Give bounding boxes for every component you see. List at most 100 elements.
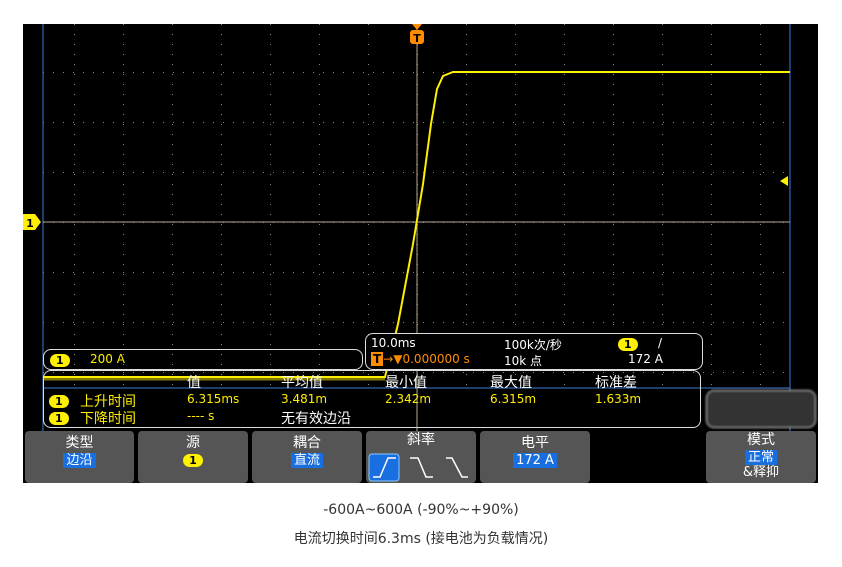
grid-dot bbox=[74, 174, 75, 175]
grid-dot bbox=[662, 34, 663, 35]
grid-dot bbox=[123, 114, 124, 115]
grid-dot bbox=[172, 64, 173, 65]
grid-dot bbox=[193, 272, 194, 273]
grid-dot bbox=[763, 272, 764, 273]
grid-dot bbox=[403, 122, 404, 123]
grid-dot bbox=[613, 384, 614, 385]
measurement-panel[interactable]: 值 平均值 最小值 最大值 标准差 1 上升时间 6.315ms 3.481m … bbox=[43, 370, 701, 428]
grid-dot bbox=[73, 72, 74, 73]
grid-dot bbox=[760, 284, 761, 285]
grid-dot bbox=[760, 304, 761, 305]
grid-dot bbox=[113, 72, 114, 73]
grid-dot bbox=[543, 172, 544, 173]
grid-dot bbox=[173, 122, 174, 123]
grid-dot bbox=[760, 174, 761, 175]
grid-dot bbox=[613, 314, 614, 315]
grid-dot bbox=[413, 72, 414, 73]
grid-dot bbox=[343, 72, 344, 73]
grid-dot bbox=[113, 122, 114, 123]
grid-dot bbox=[303, 272, 304, 273]
grid-dot bbox=[123, 254, 124, 255]
grid-dot bbox=[466, 64, 467, 65]
grid-dot bbox=[83, 122, 84, 123]
grid-dot bbox=[613, 164, 614, 165]
grid-dot bbox=[74, 104, 75, 105]
graticule bbox=[43, 24, 784, 385]
grid-dot bbox=[593, 172, 594, 173]
grid-dot bbox=[368, 314, 369, 315]
grid-dot bbox=[203, 372, 204, 373]
grid-dot bbox=[270, 364, 271, 365]
softkey-mode[interactable]: 模式 正常 &释抑 bbox=[706, 431, 816, 483]
grid-dot bbox=[515, 194, 516, 195]
grid-dot bbox=[74, 84, 75, 85]
grid-dot bbox=[783, 272, 784, 273]
grid-dot bbox=[319, 94, 320, 95]
grid-dot bbox=[243, 272, 244, 273]
grid-dot bbox=[711, 174, 712, 175]
grid-dot bbox=[443, 72, 444, 73]
channel-info-box[interactable]: 1 200 A bbox=[43, 349, 363, 370]
grid-dot bbox=[403, 372, 404, 373]
grid-dot bbox=[515, 54, 516, 55]
grid-dot bbox=[74, 264, 75, 265]
grid-dot bbox=[613, 54, 614, 55]
grid-dot bbox=[564, 324, 565, 325]
grid-dot bbox=[213, 272, 214, 273]
grid-dot bbox=[221, 74, 222, 75]
grid-dot bbox=[760, 334, 761, 335]
grid-dot bbox=[773, 372, 774, 373]
grid-dot bbox=[319, 364, 320, 365]
grid-dot bbox=[263, 172, 264, 173]
grid-dot bbox=[613, 154, 614, 155]
grid-dot bbox=[368, 324, 369, 325]
grid-dot bbox=[662, 74, 663, 75]
grid-dot bbox=[293, 172, 294, 173]
softkey-type[interactable]: 类型 边沿 bbox=[25, 431, 134, 483]
grid-dot bbox=[760, 224, 761, 225]
softkey-coupling[interactable]: 耦合 直流 bbox=[252, 431, 362, 483]
grid-dot bbox=[743, 322, 744, 323]
grid-dot bbox=[133, 172, 134, 173]
softkey-slope[interactable]: 斜率 bbox=[366, 431, 476, 483]
grid-dot bbox=[423, 272, 424, 273]
grid-dot bbox=[393, 122, 394, 123]
grid-dot bbox=[543, 372, 544, 373]
softkey-level[interactable]: 电平 172 A bbox=[480, 431, 590, 483]
grid-dot bbox=[333, 322, 334, 323]
grid-dot bbox=[172, 104, 173, 105]
grid-dot bbox=[466, 134, 467, 135]
grid-dot bbox=[333, 72, 334, 73]
grid-dot bbox=[368, 34, 369, 35]
grid-dot bbox=[711, 84, 712, 85]
grid-dot bbox=[473, 272, 474, 273]
grid-dot bbox=[564, 194, 565, 195]
grid-dot bbox=[173, 322, 174, 323]
grid-dot bbox=[319, 184, 320, 185]
grid-dot bbox=[760, 104, 761, 105]
grid-dot bbox=[123, 304, 124, 305]
grid-dot bbox=[270, 144, 271, 145]
grid-dot bbox=[319, 114, 320, 115]
grid-dot bbox=[319, 254, 320, 255]
grid-dot bbox=[633, 322, 634, 323]
timebase-info-box[interactable]: 10.0ms T →▼0.000000 s 100k次/秒 10k 点 1 / 1… bbox=[365, 333, 703, 370]
grid-dot bbox=[662, 84, 663, 85]
grid-dot bbox=[368, 224, 369, 225]
grid-dot bbox=[760, 34, 761, 35]
grid-dot bbox=[613, 44, 614, 45]
grid-dot bbox=[760, 324, 761, 325]
grid-dot bbox=[270, 174, 271, 175]
trigger-marker-icon bbox=[410, 30, 424, 44]
grid-dot bbox=[253, 272, 254, 273]
grid-dot bbox=[283, 272, 284, 273]
grid-dot bbox=[253, 322, 254, 323]
grid-dot bbox=[711, 144, 712, 145]
grid-dot bbox=[466, 54, 467, 55]
grid-dot bbox=[723, 122, 724, 123]
grid-dot bbox=[143, 322, 144, 323]
grid-dot bbox=[123, 24, 124, 25]
grid-dot bbox=[74, 304, 75, 305]
grid-dot bbox=[383, 322, 384, 323]
